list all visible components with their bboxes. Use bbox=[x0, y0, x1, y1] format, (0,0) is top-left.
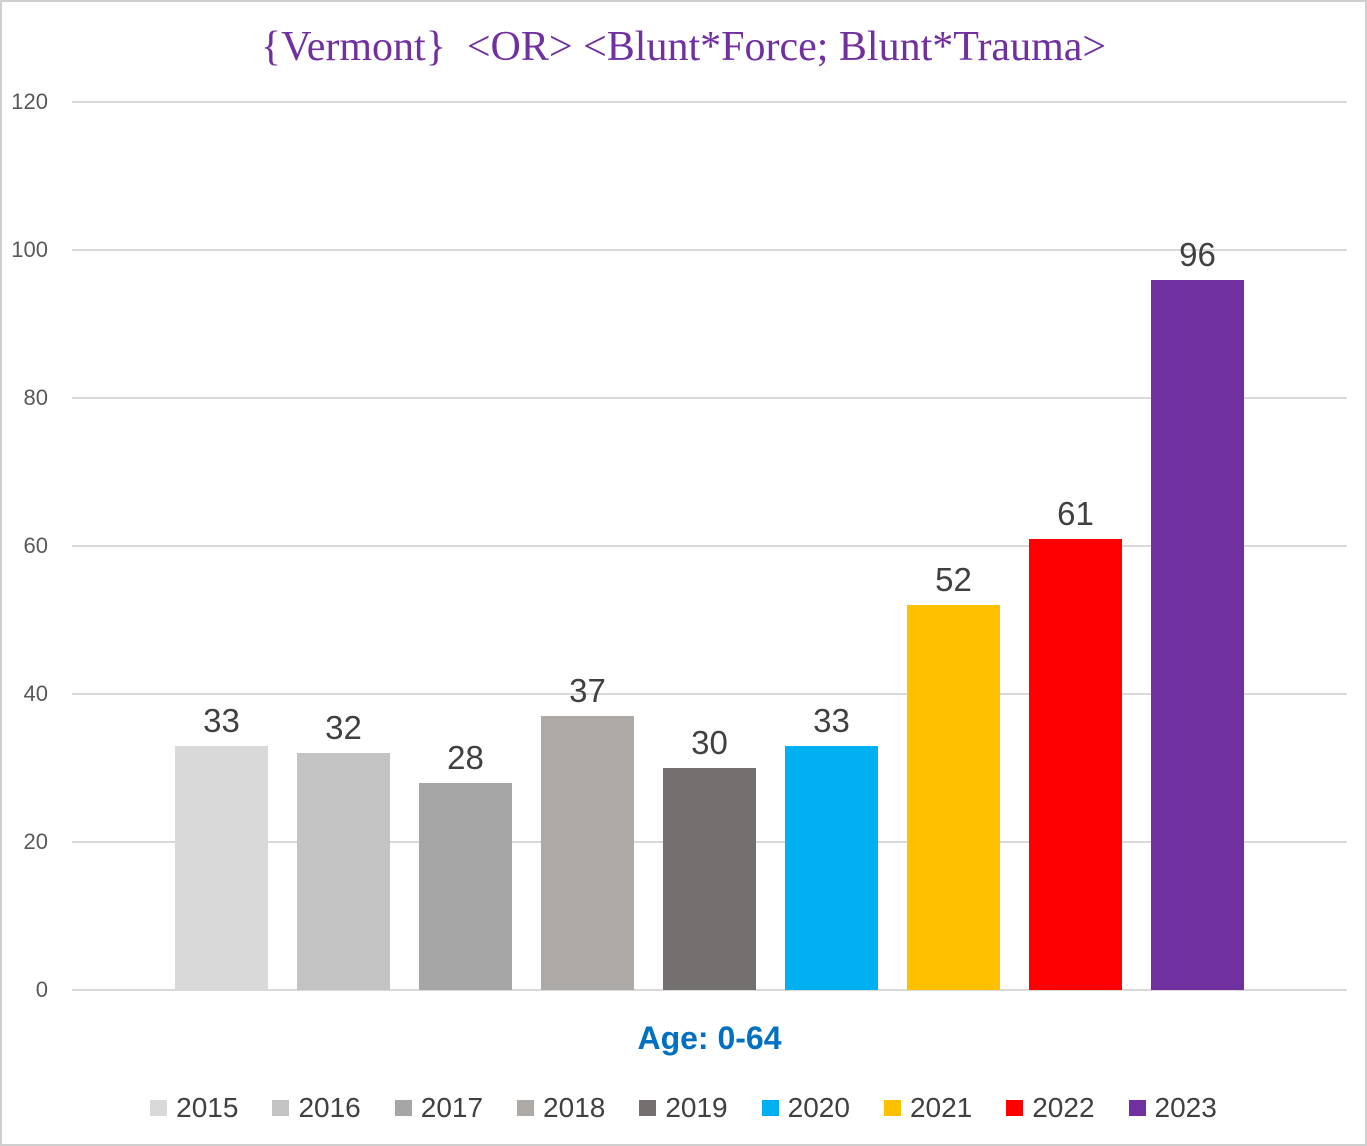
bar-rect-2021 bbox=[907, 605, 1000, 990]
bar-rect-2022 bbox=[1029, 538, 1122, 990]
y-tick-label-60: 60 bbox=[23, 533, 48, 558]
legend-swatch-icon bbox=[761, 1100, 779, 1116]
bar-value-label: 96 bbox=[1179, 235, 1216, 273]
legend-item-2018: 2018 bbox=[517, 1092, 605, 1124]
y-tick-label-80: 80 bbox=[23, 385, 48, 411]
bar-value-label: 33 bbox=[203, 701, 240, 739]
chart-title: {Vermont} <OR> <Blunt*Force; Blunt*Traum… bbox=[260, 24, 1107, 70]
y-tick-label-40: 40 bbox=[23, 681, 48, 707]
bar-value-label: 33 bbox=[813, 701, 850, 739]
gridline-60 bbox=[72, 545, 1347, 547]
legend-swatch-icon bbox=[639, 1100, 657, 1116]
bar-2021: 52 bbox=[907, 102, 1000, 990]
bar-value-label: 32 bbox=[325, 709, 362, 747]
legend-item-2019: 2019 bbox=[639, 1092, 728, 1124]
bar-2017: 28 bbox=[419, 102, 512, 990]
gridline-120 bbox=[72, 101, 1347, 103]
legend-swatch-icon bbox=[1006, 1100, 1024, 1116]
bar-2015: 33 bbox=[175, 102, 268, 990]
bar-2022: 61 bbox=[1029, 102, 1122, 990]
x-axis-label: Age: 0-64 bbox=[637, 1020, 782, 1056]
bar-value-label: 30 bbox=[691, 724, 728, 761]
bar-2019: 30 bbox=[663, 102, 756, 990]
legend-label: 2018 bbox=[543, 1092, 606, 1123]
bar-2018: 37 bbox=[541, 102, 634, 990]
legend-swatch-icon bbox=[883, 1100, 901, 1116]
gridline-100 bbox=[72, 249, 1347, 251]
gridline-40 bbox=[72, 693, 1347, 696]
legend-item-2020: 2020 bbox=[761, 1092, 850, 1124]
legend-label: 2017 bbox=[420, 1092, 484, 1123]
bar-rect-2023 bbox=[1151, 279, 1244, 990]
legend-item-2021: 2021 bbox=[883, 1092, 973, 1124]
legend-swatch-icon bbox=[1128, 1100, 1146, 1116]
plot-area: 0 20 40 60 80 100 120 33 32 28 37 30 33 52 61 96 bbox=[11, 91, 1347, 1001]
bar-value-label: 61 bbox=[1057, 494, 1094, 532]
legend-label: 2020 bbox=[787, 1092, 850, 1123]
bar-rect-2018 bbox=[541, 716, 634, 990]
y-tick-label-0: 0 bbox=[35, 977, 48, 1002]
y-tick-label-120: 120 bbox=[11, 89, 48, 114]
bar-2023: 96 bbox=[1151, 102, 1244, 990]
legend-label: 2019 bbox=[665, 1092, 728, 1123]
legend-swatch-icon bbox=[394, 1100, 412, 1116]
bar-value-label: 37 bbox=[569, 672, 606, 710]
legend-item-2015: 2015 bbox=[150, 1092, 238, 1124]
gridline-80 bbox=[72, 397, 1347, 400]
legend-item-2023: 2023 bbox=[1128, 1092, 1217, 1124]
y-tick-label-20: 20 bbox=[23, 829, 48, 855]
legend-swatch-icon bbox=[150, 1100, 168, 1116]
bar-rect-2015 bbox=[175, 745, 268, 990]
legend-item-2017: 2017 bbox=[394, 1092, 484, 1124]
legend-label: 2022 bbox=[1032, 1092, 1095, 1123]
legend-label: 2021 bbox=[909, 1092, 973, 1123]
legend-label: 2015 bbox=[176, 1092, 239, 1123]
legend-swatch-icon bbox=[517, 1100, 535, 1116]
bar-value-label: 28 bbox=[447, 738, 484, 776]
bar-rect-2019 bbox=[663, 768, 756, 990]
y-tick-label-100: 100 bbox=[11, 237, 48, 262]
legend-item-2016: 2016 bbox=[272, 1092, 361, 1124]
legend-label: 2023 bbox=[1154, 1092, 1217, 1123]
legend-swatch-icon bbox=[272, 1100, 290, 1116]
legend-label: 2016 bbox=[298, 1092, 361, 1123]
bar-rect-2020 bbox=[785, 745, 878, 990]
bars-container: 33 32 28 37 30 33 52 61 96 bbox=[72, 102, 1347, 990]
bar-rect-2016 bbox=[297, 753, 390, 990]
legend: 2015 2016 2017 2018 2019 2020 2021 2022 2023 bbox=[2, 1092, 1365, 1124]
bar-value-label: 52 bbox=[935, 561, 972, 599]
bar-2020: 33 bbox=[785, 102, 878, 990]
legend-item-2022: 2022 bbox=[1006, 1092, 1095, 1124]
bar-rect-2017 bbox=[419, 782, 512, 990]
bar-2016: 32 bbox=[297, 102, 390, 990]
gridline-0 bbox=[72, 989, 1347, 991]
